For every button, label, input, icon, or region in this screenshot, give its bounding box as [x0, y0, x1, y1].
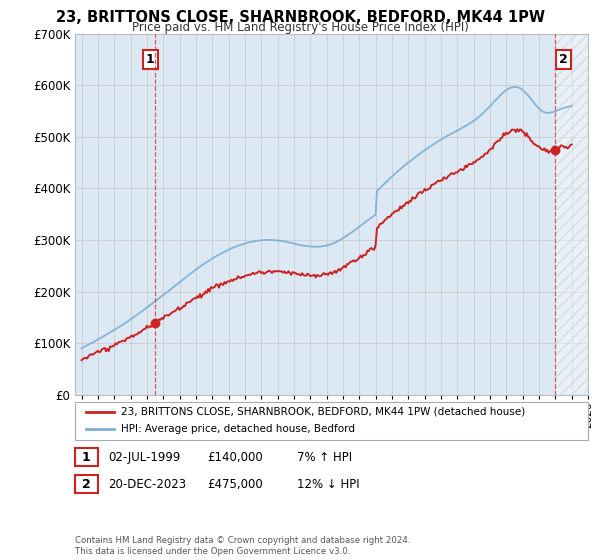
Text: HPI: Average price, detached house, Bedford: HPI: Average price, detached house, Bedf…: [121, 424, 355, 435]
Text: 2: 2: [559, 53, 568, 66]
Text: 2: 2: [82, 478, 91, 491]
Text: 02-JUL-1999: 02-JUL-1999: [108, 451, 181, 464]
Text: Contains HM Land Registry data © Crown copyright and database right 2024.
This d: Contains HM Land Registry data © Crown c…: [75, 536, 410, 556]
Text: £475,000: £475,000: [207, 478, 263, 491]
Text: 20-DEC-2023: 20-DEC-2023: [108, 478, 186, 491]
Text: 1: 1: [82, 451, 91, 464]
Text: £140,000: £140,000: [207, 451, 263, 464]
Text: 7% ↑ HPI: 7% ↑ HPI: [297, 451, 352, 464]
Text: Price paid vs. HM Land Registry's House Price Index (HPI): Price paid vs. HM Land Registry's House …: [131, 21, 469, 34]
Text: 23, BRITTONS CLOSE, SHARNBROOK, BEDFORD, MK44 1PW (detached house): 23, BRITTONS CLOSE, SHARNBROOK, BEDFORD,…: [121, 407, 526, 417]
Text: 23, BRITTONS CLOSE, SHARNBROOK, BEDFORD, MK44 1PW: 23, BRITTONS CLOSE, SHARNBROOK, BEDFORD,…: [56, 10, 545, 25]
Text: 1: 1: [146, 53, 155, 66]
Text: 12% ↓ HPI: 12% ↓ HPI: [297, 478, 359, 491]
Bar: [555, 34, 588, 395]
